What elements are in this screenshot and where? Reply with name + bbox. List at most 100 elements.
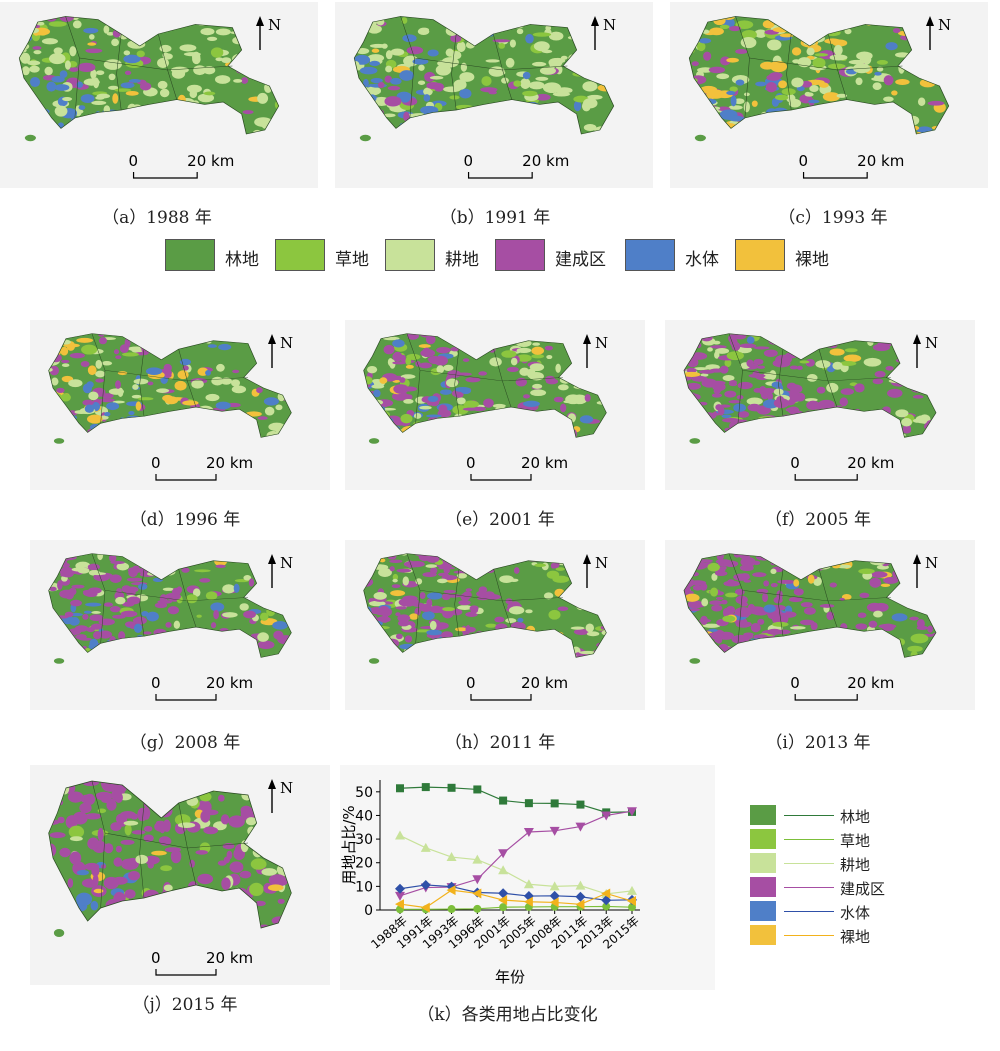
y-tick-label: 30	[355, 832, 373, 848]
data-point	[396, 784, 404, 793]
north-label: N	[938, 16, 951, 34]
chart-legend-line-farmland	[784, 863, 834, 864]
scale-zero-label: 0	[466, 454, 476, 472]
scale-zero-label: 0	[790, 674, 800, 692]
data-point	[498, 888, 509, 899]
data-point	[498, 849, 509, 859]
chart-legend-swatch-farmland	[750, 853, 776, 873]
chart-legend-line-grass	[784, 839, 834, 840]
north-label: N	[595, 554, 608, 572]
data-point	[628, 903, 636, 912]
data-point	[446, 885, 456, 896]
north-label: N	[603, 16, 616, 34]
chart-legend-line-bare	[784, 935, 834, 936]
chart-legend-item-farmland: 耕地	[750, 853, 950, 875]
data-point	[420, 902, 430, 913]
data-point	[523, 896, 533, 907]
legend-swatch-bare	[735, 239, 785, 271]
chart-legend-line-built	[784, 887, 834, 888]
data-point	[473, 904, 482, 913]
scale-zero-label: 0	[464, 152, 474, 170]
map-caption: （c）1993 年	[778, 208, 888, 228]
legend-swatch-grass	[275, 239, 325, 271]
data-point	[447, 783, 456, 792]
data-point	[627, 896, 636, 907]
landuse-map-1: N 0 20 km	[0, 2, 318, 188]
map-caption: （g）2008 年	[129, 733, 241, 753]
series-line-1	[400, 905, 633, 910]
data-point	[627, 885, 637, 895]
scale-zero-label: 0	[129, 152, 139, 170]
legend-swatch-water	[625, 239, 675, 271]
chart-legend-line-forest	[784, 815, 834, 816]
scale-distance-label: 20 km	[206, 454, 253, 472]
chart-legend-swatch-bare	[750, 925, 776, 945]
scale-bar	[467, 172, 533, 179]
scale-zero-label: 0	[799, 152, 809, 170]
north-label: N	[925, 554, 938, 572]
data-point	[395, 891, 405, 901]
north-label: N	[280, 554, 293, 572]
chart-legend-swatch-forest	[750, 805, 776, 825]
data-point	[499, 903, 508, 912]
y-axis-label: 用地占比/%	[340, 805, 358, 884]
legend-swatch-built	[495, 239, 545, 271]
series-line-5	[399, 889, 633, 909]
data-point	[549, 897, 559, 908]
map-caption: （d）1996 年	[129, 510, 241, 530]
data-point	[601, 888, 611, 899]
legend-label-forest: 林地	[225, 250, 259, 270]
y-tick-label: 10	[355, 879, 373, 895]
scale-bar	[155, 474, 217, 481]
data-point	[549, 826, 560, 836]
series-line-0	[399, 786, 633, 813]
legend-label-grass: 草地	[335, 250, 369, 270]
scale-distance-label: 20 km	[521, 454, 568, 472]
series-line-2	[399, 835, 633, 895]
scale-zero-label: 0	[466, 674, 476, 692]
scale-zero-label: 0	[790, 454, 800, 472]
chart-legend-item-forest: 林地	[750, 805, 950, 827]
data-point	[575, 880, 586, 890]
north-label: N	[595, 334, 608, 352]
y-tick-label: 0	[364, 903, 373, 919]
data-point	[446, 852, 457, 862]
data-point	[601, 811, 612, 821]
landuse-map-3: N 0 20 km	[670, 2, 988, 188]
legend-label-bare: 裸地	[795, 250, 829, 270]
data-point	[473, 785, 482, 794]
data-point	[420, 842, 431, 852]
north-label: N	[268, 16, 281, 34]
x-axis-label: 年份	[495, 968, 525, 986]
landuse-map-6: N 0 20 km	[665, 320, 975, 490]
chart-legend-swatch-water	[750, 901, 776, 921]
landuse-map-2: N 0 20 km	[335, 2, 653, 188]
legend-label-farmland: 耕地	[445, 250, 479, 270]
scale-distance-label: 20 km	[847, 674, 894, 692]
legend-label-built: 建成区	[555, 250, 606, 270]
data-point	[420, 879, 431, 890]
data-point	[395, 830, 405, 840]
map-caption: （b）1991 年	[439, 208, 551, 228]
map-caption: （h）2011 年	[444, 733, 556, 753]
map-caption: （j）2015 年	[132, 995, 238, 1015]
legend-label-water: 水体	[685, 250, 719, 270]
scale-distance-label: 20 km	[522, 152, 569, 170]
landuse-map-9: N 0 20 km	[665, 540, 975, 710]
scale-bar	[794, 474, 858, 481]
scale-distance-label: 20 km	[206, 674, 253, 692]
scale-zero-label: 0	[151, 949, 161, 967]
landuse-map-10: N 0 20 km	[30, 765, 330, 985]
data-point	[523, 891, 534, 902]
data-point	[550, 799, 559, 808]
chart-legend-label-farmland: 耕地	[840, 856, 871, 874]
data-point	[523, 879, 534, 889]
legend-swatch-forest	[165, 239, 215, 271]
data-point	[601, 895, 612, 906]
chart-legend-label-grass: 草地	[840, 832, 871, 850]
chart-legend-swatch-built	[750, 877, 776, 897]
y-tick-label: 50	[355, 785, 373, 801]
scale-bar	[794, 694, 858, 701]
landuse-map-5: N 0 20 km	[345, 320, 645, 490]
landuse-map-8: N 0 20 km	[345, 540, 645, 710]
